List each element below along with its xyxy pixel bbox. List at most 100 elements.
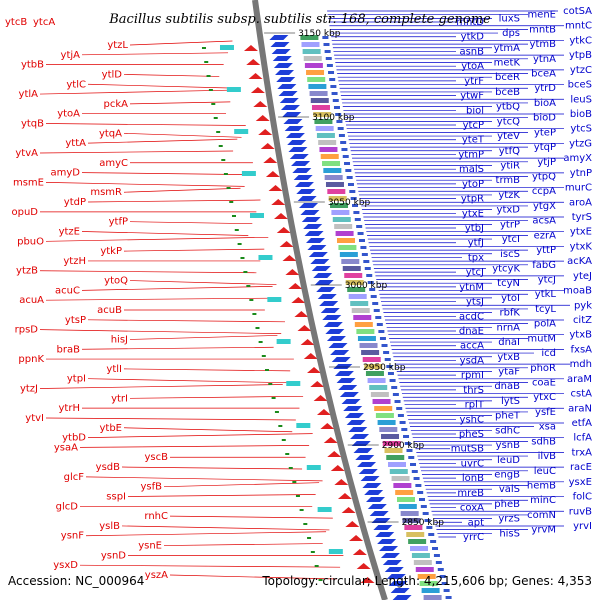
gene-label-right[interactable]: ytnA: [533, 54, 556, 65]
gene-label-right[interactable]: ytnP: [570, 168, 592, 179]
gene-label-right[interactable]: nrnA: [497, 322, 521, 333]
gene-label-left[interactable]: ytoQ: [104, 276, 128, 287]
gene-label-left[interactable]: braB: [57, 344, 81, 355]
gene-label-left[interactable]: ytsP: [65, 315, 86, 326]
gene-label-left[interactable]: ytlC: [66, 79, 86, 90]
gene-label-right[interactable]: rbfK: [499, 308, 520, 319]
gene-label-right[interactable]: phoR: [530, 363, 556, 374]
gene-label-right[interactable]: cstA: [571, 389, 593, 400]
gene-label-left[interactable]: ytbE: [99, 423, 122, 434]
gene-label-right[interactable]: fxsA: [571, 344, 593, 355]
gene-label-left[interactable]: ytrI: [111, 393, 128, 404]
gene-label-left[interactable]: rnhC: [144, 511, 168, 522]
gene-label-right[interactable]: ytoA: [461, 61, 484, 72]
gene-label-left[interactable]: ppnK: [18, 354, 44, 365]
gene-label-right[interactable]: ytcI: [502, 234, 520, 245]
gene-label-right[interactable]: ilvB: [538, 451, 556, 462]
gene-label-right[interactable]: cotSA: [563, 6, 592, 17]
gene-label-right[interactable]: iscS: [500, 249, 520, 260]
gene-label-left[interactable]: acuB: [97, 305, 122, 316]
gene-label-right[interactable]: ytxK: [570, 241, 593, 252]
gene-label-left[interactable]: ysnD: [101, 550, 126, 561]
gene-label-right[interactable]: hemB: [527, 481, 556, 492]
gene-label-right[interactable]: dnaI: [498, 337, 520, 348]
gene-label-left[interactable]: pbuO: [17, 236, 44, 247]
gene-label-right[interactable]: ytbQ: [496, 102, 520, 113]
gene-label-right[interactable]: citZ: [573, 315, 592, 326]
gene-label-right[interactable]: yteV: [497, 131, 520, 142]
gene-label-right[interactable]: pheS: [459, 429, 484, 440]
gene-label-right[interactable]: mntC: [565, 21, 592, 32]
gene-label-left[interactable]: ytjA: [61, 50, 81, 61]
gene-label-right[interactable]: uvrC: [461, 458, 484, 469]
gene-label-right[interactable]: yteT: [462, 135, 485, 146]
gene-label-right[interactable]: minC: [530, 495, 556, 506]
gene-label-right[interactable]: ytsJ: [466, 297, 484, 308]
gene-label-right[interactable]: yrzS: [498, 514, 520, 525]
gene-label-right[interactable]: mdh: [570, 359, 592, 370]
gene-label-right[interactable]: icd: [541, 348, 556, 359]
gene-label-right[interactable]: coxA: [460, 503, 484, 514]
gene-label-right[interactable]: ezrA: [534, 230, 557, 241]
gene-label-left[interactable]: hisJ: [111, 334, 128, 345]
gene-label-right[interactable]: yshC: [460, 414, 484, 425]
gene-label-right[interactable]: bceB: [495, 87, 520, 98]
gene-label-right[interactable]: sdhC: [495, 425, 520, 436]
gene-label-right[interactable]: leuC: [534, 466, 556, 477]
gene-label-right[interactable]: ytrP: [500, 219, 520, 230]
gene-label-right[interactable]: yteJ: [573, 271, 592, 282]
gene-label-right[interactable]: ytmP: [458, 149, 484, 160]
gene-label-left[interactable]: msmR: [90, 187, 122, 198]
gene-label-left[interactable]: ytkP: [100, 246, 122, 257]
gene-label-right[interactable]: mutM: [527, 333, 556, 344]
gene-label-right[interactable]: ytrD: [534, 83, 556, 94]
gene-label-left[interactable]: ytcB: [5, 17, 27, 28]
gene-label-right[interactable]: ruvB: [569, 506, 592, 517]
gene-label-right[interactable]: mntD: [456, 17, 484, 28]
gene-label-right[interactable]: tcyL: [535, 304, 556, 315]
gene-label-left[interactable]: ytzJ: [20, 384, 38, 395]
gene-label-left[interactable]: ysxD: [53, 560, 78, 571]
gene-label-left[interactable]: amyD: [51, 168, 81, 179]
gene-label-right[interactable]: ytaF: [498, 366, 520, 377]
gene-label-right[interactable]: hisS: [499, 528, 520, 539]
gene-label-right[interactable]: sdhB: [531, 436, 556, 447]
gene-label-right[interactable]: ytwF: [460, 91, 484, 102]
gene-label-right[interactable]: ytqP: [534, 142, 556, 153]
gene-label-left[interactable]: amyC: [99, 158, 128, 169]
gene-label-right[interactable]: malS: [459, 164, 484, 175]
gene-label-right[interactable]: mutSB: [451, 444, 484, 455]
gene-label-left[interactable]: ytzB: [16, 266, 38, 277]
gene-label-right[interactable]: ytfJ: [468, 238, 484, 249]
gene-label-left[interactable]: ytvI: [25, 413, 44, 424]
gene-label-right[interactable]: yrvI: [573, 521, 592, 532]
gene-label-right[interactable]: ytfQ: [499, 146, 520, 157]
gene-label-right[interactable]: ytgX: [533, 201, 556, 212]
gene-label-right[interactable]: ytrF: [464, 76, 484, 87]
gene-label-right[interactable]: ytiR: [500, 160, 520, 171]
gene-label-right[interactable]: ytkD: [461, 32, 485, 43]
gene-label-right[interactable]: ytxC: [533, 392, 556, 403]
gene-label-right[interactable]: asnB: [459, 46, 484, 57]
gene-label-right[interactable]: menE: [527, 10, 556, 21]
gene-label-right[interactable]: ysxE: [569, 477, 592, 488]
gene-label-left[interactable]: ytqA: [99, 128, 122, 139]
gene-label-right[interactable]: folC: [573, 492, 592, 503]
gene-label-right[interactable]: rpmI: [461, 370, 484, 381]
gene-label-left[interactable]: glcD: [56, 501, 79, 512]
gene-label-right[interactable]: bioB: [570, 109, 592, 120]
gene-label-left[interactable]: pckA: [104, 99, 129, 110]
gene-label-right[interactable]: ytzC: [570, 65, 592, 76]
gene-label-left[interactable]: yslB: [99, 521, 120, 532]
gene-label-right[interactable]: ytxB: [569, 330, 592, 341]
gene-label-right[interactable]: ysdA: [460, 355, 484, 366]
gene-label-right[interactable]: ytpB: [569, 50, 592, 61]
gene-label-right[interactable]: ytmA: [494, 43, 521, 54]
gene-label-right[interactable]: pheT: [495, 411, 521, 422]
gene-label-left[interactable]: ytlA: [19, 89, 39, 100]
gene-label-right[interactable]: ysfE: [535, 407, 556, 418]
gene-label-right[interactable]: acKA: [567, 256, 592, 267]
gene-label-right[interactable]: acsA: [532, 216, 556, 227]
gene-label-right[interactable]: tyrS: [572, 212, 592, 223]
gene-label-right[interactable]: dnaB: [494, 381, 520, 392]
